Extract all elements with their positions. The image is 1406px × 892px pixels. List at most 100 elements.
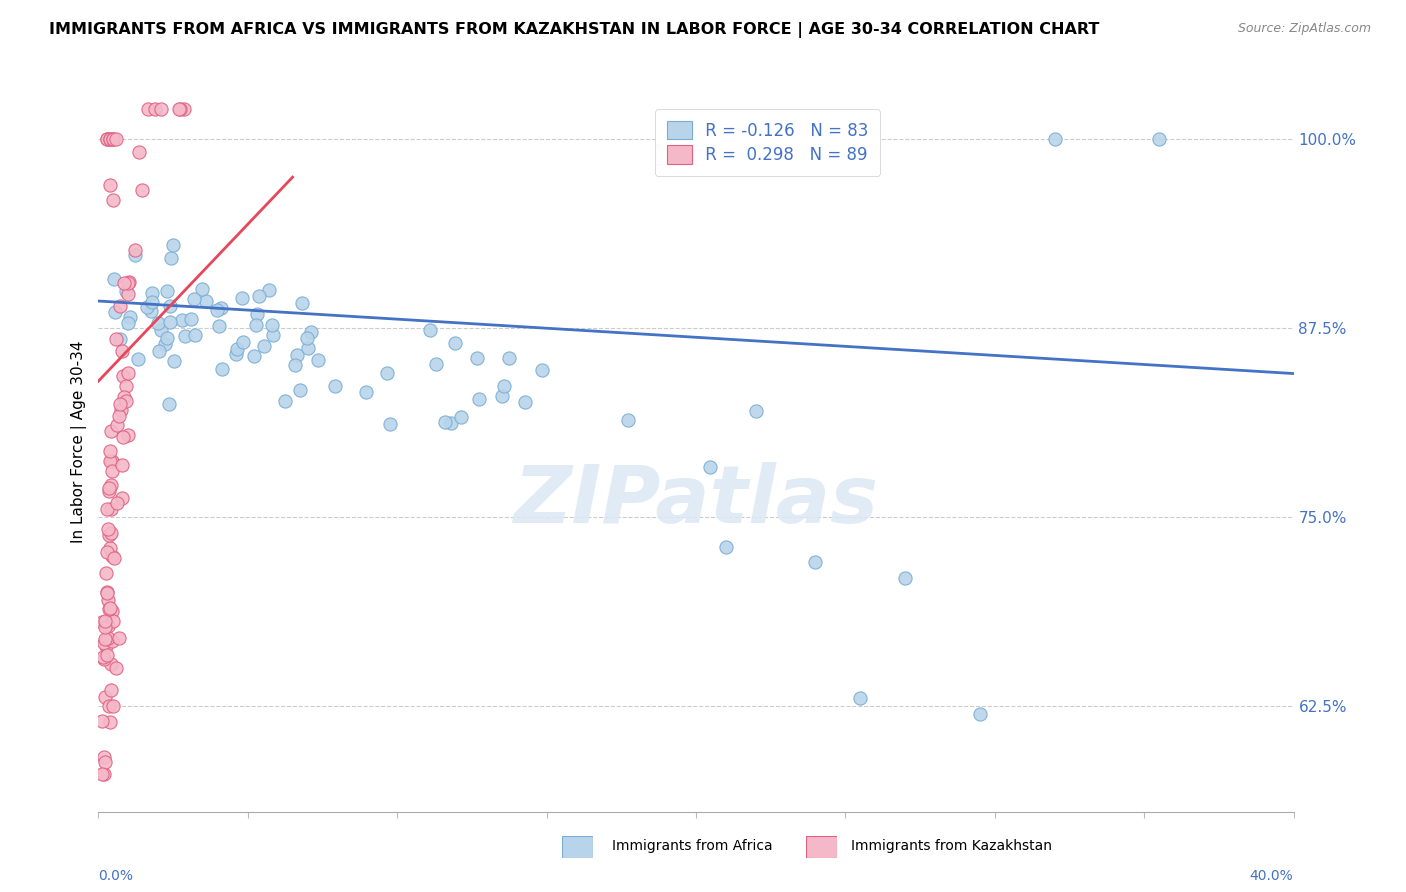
Point (112, 390, 135, 404)
Point (111, 343, 134, 358)
Point (208, 319, 231, 334)
Text: Immigrants from Kazakhstan: Immigrants from Kazakhstan (851, 838, 1052, 853)
Point (96, 585, 118, 599)
Point (440, 416, 463, 430)
Point (91, 767, 114, 781)
Point (90, 714, 112, 728)
Point (299, 325, 322, 339)
Point (94, 632, 117, 646)
Point (93, 690, 115, 704)
Point (247, 288, 270, 302)
Point (262, 328, 284, 343)
Point (173, 102, 195, 116)
Point (148, 343, 170, 358)
Point (100, 424, 122, 438)
Point (98, 132, 122, 146)
Point (156, 284, 179, 298)
Point (103, 551, 125, 566)
Text: IMMIGRANTS FROM AFRICA VS IMMIGRANTS FROM KAZAKHSTAN IN LABOR FORCE | AGE 30-34 : IMMIGRANTS FROM AFRICA VS IMMIGRANTS FRO… (49, 22, 1099, 38)
Point (149, 102, 172, 116)
Point (93, 767, 115, 781)
Point (530, 363, 553, 377)
Point (153, 337, 176, 351)
Text: Source: ZipAtlas.com: Source: ZipAtlas.com (1237, 22, 1371, 36)
Point (101, 464, 124, 478)
Point (117, 428, 139, 442)
Point (117, 286, 139, 301)
Point (108, 332, 131, 346)
Point (307, 352, 329, 367)
Point (101, 549, 124, 563)
Point (100, 478, 122, 492)
Point (103, 698, 125, 713)
Point (110, 402, 132, 417)
Text: 40.0%: 40.0% (1250, 869, 1294, 883)
Point (105, 418, 128, 433)
Point (103, 132, 125, 146)
Point (103, 132, 125, 146)
Point (195, 294, 218, 309)
Point (117, 276, 139, 290)
Point (156, 331, 179, 345)
Point (291, 295, 314, 310)
Point (96, 522, 118, 536)
Point (273, 394, 295, 409)
Point (180, 312, 202, 326)
Point (98, 698, 121, 713)
Point (105, 132, 128, 146)
Point (131, 184, 153, 198)
Point (699, 460, 721, 475)
Point (325, 379, 347, 393)
Point (143, 102, 166, 116)
Point (108, 397, 131, 411)
Point (288, 383, 311, 397)
Point (127, 352, 149, 367)
Point (297, 331, 319, 345)
Point (100, 501, 122, 516)
Point (498, 351, 520, 366)
Point (100, 541, 122, 556)
Point (246, 307, 269, 321)
Point (465, 351, 488, 365)
Point (894, 570, 917, 584)
Point (225, 347, 247, 361)
Point (100, 634, 122, 648)
Point (93, 652, 115, 666)
Point (101, 614, 124, 628)
Point (714, 541, 737, 555)
Point (468, 392, 491, 406)
Text: 0.0%: 0.0% (98, 869, 134, 883)
Point (260, 318, 283, 332)
Point (103, 272, 125, 286)
Point (98, 132, 122, 146)
Point (98, 714, 121, 729)
Point (253, 339, 276, 353)
Point (111, 430, 134, 444)
Point (149, 323, 172, 337)
Point (259, 283, 281, 297)
Text: ZIPatlas: ZIPatlas (513, 462, 879, 540)
Point (159, 299, 181, 313)
Point (105, 332, 128, 346)
Point (111, 458, 134, 472)
Point (136, 301, 159, 315)
Point (380, 417, 402, 432)
Legend:  R = -0.126   N = 83,  R =  0.298   N = 89: R = -0.126 N = 83, R = 0.298 N = 89 (655, 110, 880, 176)
Point (285, 348, 308, 362)
Point (183, 292, 205, 306)
Point (97, 631, 120, 645)
Point (93, 750, 115, 764)
Point (96, 132, 118, 146)
Point (100, 682, 122, 697)
Point (173, 328, 195, 343)
Point (804, 556, 827, 570)
Point (98, 483, 121, 498)
Point (184, 328, 207, 343)
Point (377, 367, 399, 381)
Point (513, 394, 536, 409)
Point (191, 282, 214, 296)
Point (443, 336, 465, 351)
Point (209, 301, 232, 315)
Point (162, 238, 184, 252)
Point (101, 454, 124, 468)
